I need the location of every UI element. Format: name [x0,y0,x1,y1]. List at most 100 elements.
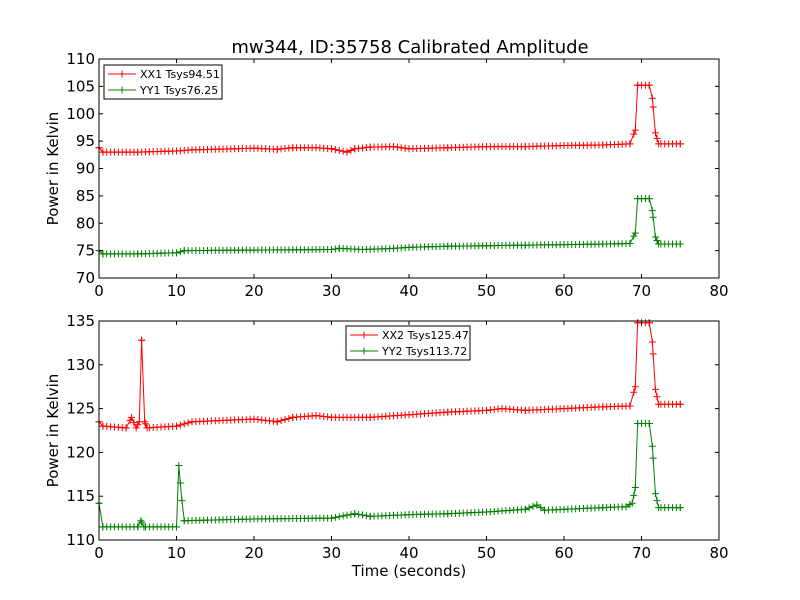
data-point-marker [339,512,347,520]
data-point-marker [653,497,661,505]
y-tick-label: 100 [66,105,95,123]
data-point-marker [648,207,656,215]
data-point-marker [631,483,639,491]
legend-label: YY1 Tsys76.25 [139,84,218,97]
y-tick-label: 95 [76,132,95,150]
x-tick-label: 60 [554,544,573,562]
y-tick-label: 70 [76,269,95,287]
data-point-marker [401,144,409,152]
data-point-marker [180,420,188,428]
data-point-marker [359,511,366,519]
data-point-marker [134,523,142,531]
data-point-marker [277,417,285,425]
series-line [98,423,681,528]
data-point-marker [339,147,347,155]
data-point-marker [173,249,180,257]
data-point-marker [653,393,661,401]
data-point-marker [521,505,529,513]
x-tick-label: 0 [94,544,104,562]
data-point-marker [351,510,359,518]
top-panel: 0 10 20 30 40 50 60 70 80 70 75 80 85 90 95 100 105 110 Po… [44,50,729,300]
x-tick-label: 50 [477,282,496,300]
y-tick-label: 110 [66,531,95,549]
data-point-marker [328,246,335,254]
data-point-marker [184,419,192,427]
data-point-marker [649,454,657,462]
y-tick-label: 75 [76,242,95,260]
data-point-marker [676,240,684,248]
data-point-marker [176,421,184,429]
data-point-marker [175,462,183,470]
series-yy-1 [95,195,684,258]
data-point-marker [651,490,659,498]
chart-title: mw344, ID:35758 Calibrated Amplitude [231,37,588,58]
data-point-marker [328,514,335,522]
data-point-marker [525,504,533,512]
data-point-marker [537,504,545,512]
y-tick-label: 110 [66,50,95,68]
x-tick-label: 70 [632,282,651,300]
legend: XX1 Tsys94.51 YY1 Tsys76.25 [103,64,223,100]
data-point-marker [648,94,656,102]
series-yy-2 [95,419,684,531]
x-tick-label: 80 [709,544,728,562]
data-point-marker [630,232,638,240]
data-point-marker [126,416,134,424]
legend-box [103,64,223,100]
x-axis-label: Time (seconds) [351,562,467,580]
bottom-panel: 0 10 20 30 40 50 60 70 80 110 115 120 125 130 135 Power… [44,312,729,580]
y-tick-label: 80 [76,214,95,232]
data-point-marker [622,503,630,511]
data-point-marker [343,148,351,156]
x-tick-label: 20 [244,544,263,562]
data-point-marker [285,414,293,422]
y-tick-label: 85 [76,187,95,205]
data-point-marker [122,424,130,432]
data-point-marker [626,140,634,148]
x-tick-label: 40 [399,544,418,562]
data-point-marker [132,424,140,432]
data-point-marker [397,144,405,152]
data-point-marker [649,213,657,221]
data-point-marker [355,510,363,518]
y-tick-label: 115 [66,487,95,505]
data-point-marker [631,126,639,134]
data-point-marker [533,501,541,509]
data-point-marker [281,416,289,424]
data-point-marker [128,413,136,421]
legend-label: XX2 Tsys125.47 [382,329,469,342]
data-point-marker [130,419,138,427]
data-point-marker [362,512,370,520]
data-point-marker [645,419,653,427]
data-point-marker [626,402,634,410]
series-xx-1 [95,81,684,156]
data-point-marker [176,479,184,487]
data-point-marker [347,146,355,154]
series-xx-2 [95,319,684,432]
x-tick-label: 0 [94,282,104,300]
y-tick-label: 90 [76,160,95,178]
data-point-marker [645,81,653,89]
legend-label: YY2 Tsys113.72 [381,345,467,358]
data-point-marker [651,385,659,393]
x-tick-label: 50 [477,544,496,562]
x-tick-label: 10 [167,282,186,300]
data-point-marker [138,336,146,344]
data-point-marker [676,400,684,408]
data-point-marker [631,229,639,237]
data-point-marker [178,497,186,505]
data-point-marker [138,518,146,526]
data-point-marker [645,319,653,327]
data-point-marker [649,350,657,358]
legend: XX2 Tsys125.47 YY2 Tsys113.72 [345,325,471,361]
data-point-marker [343,511,351,519]
data-point-marker [630,388,638,396]
data-point-marker [176,248,184,256]
data-point-marker [648,338,656,346]
x-tick-label: 20 [244,282,263,300]
data-point-marker [630,491,638,499]
y-tick-label: 130 [66,356,95,374]
data-point-marker [173,422,180,430]
data-point-marker [529,502,537,510]
data-point-marker [137,517,145,525]
